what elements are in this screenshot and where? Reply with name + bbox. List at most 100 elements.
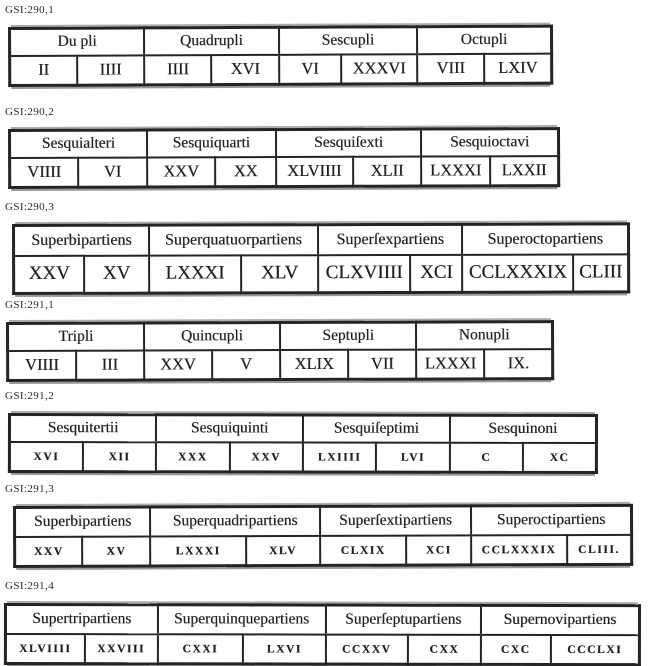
ratio-name-header: Nonupli	[416, 321, 553, 350]
ratio-name-header: Sesquiquinti	[156, 414, 303, 443]
roman-numeral-cell: LXIIII	[302, 442, 377, 473]
ratio-name-header: Supernovipartiens	[480, 605, 640, 636]
ratio-table-block: GSI:291,2 Sesquitertii Sesquiquinti Sesq…	[0, 390, 648, 475]
source-reference-label: GSI:291,3	[5, 483, 55, 495]
roman-numeral-cell: XVI	[211, 54, 279, 85]
ratio-table: Tripli Quincupli Septupli Nonupli VIIII …	[6, 320, 555, 382]
roman-numeral-cell: XXV	[229, 442, 303, 473]
ratio-table-block: GSI:291,4 Supertripartiens Superquinquep…	[0, 580, 648, 666]
ratio-name-header: Sesquialteri	[9, 130, 147, 158]
roman-numeral-cell: LXXXI	[416, 349, 485, 380]
ratio-name-header: Superbipartiens	[13, 225, 149, 256]
roman-numeral-cell: XXX	[156, 442, 230, 472]
ratio-table-block: GSI:290,3 Superbipartiens Superquatuorpa…	[0, 201, 648, 295]
roman-numeral-cell: XX	[215, 157, 276, 187]
ratio-name-header: Sesquiquarti	[146, 129, 276, 158]
roman-numeral-cell: III	[75, 350, 144, 381]
roman-numeral-cell: XXXVI	[341, 54, 418, 85]
ratio-name-header: Quadrupli	[144, 27, 279, 56]
source-reference-label: GSI:290,3	[5, 201, 55, 213]
source-reference-label: GSI:291,1	[5, 299, 55, 311]
ratio-name-header: Supertripartiens	[5, 604, 158, 635]
roman-numeral-cell: XXV	[146, 157, 216, 188]
roman-numeral-cell: XLII	[352, 156, 422, 187]
ratio-name-header: Sesquioctavi	[421, 128, 559, 157]
roman-numeral-cell: CLXIX	[319, 535, 407, 566]
ratio-name-header: Septupli	[280, 322, 417, 351]
roman-numeral-cell: VI	[278, 54, 342, 85]
source-reference-label: GSI:291,4	[5, 580, 55, 592]
roman-numeral-cell: XXV	[33, 545, 64, 558]
roman-numeral-cell: VIII	[417, 53, 485, 84]
roman-numeral-cell: C	[449, 442, 524, 473]
roman-numeral-cell: II	[38, 59, 50, 79]
roman-numeral-cell: CLXVIIII	[317, 254, 411, 293]
ratio-name-header: Superbipartiens	[14, 507, 151, 537]
ratio-table-block: GSI:291,1 Tripli Quincupli Septupli Nonu…	[0, 299, 648, 382]
roman-numeral-cell: XV	[84, 255, 149, 294]
roman-numeral-cell: LXXII	[489, 156, 559, 186]
ratio-name-header: Sesquiſexti	[275, 129, 422, 158]
roman-numeral-cell: CXXI	[157, 634, 244, 664]
source-reference-label: GSI:290,2	[5, 106, 55, 118]
ratio-name-header: Quincupli	[143, 322, 281, 351]
ratio-name-header: Sesquitertii	[9, 414, 157, 443]
ratio-name-header: Sesquiſeptimi	[302, 415, 450, 443]
roman-numeral-cell: XLV	[241, 255, 319, 293]
roman-numeral-cell: VIIII	[24, 354, 59, 374]
roman-numeral-cell: IIII	[76, 55, 145, 86]
ratio-table: Sesquitertii Sesquiquinti Sesquiſeptimi …	[7, 413, 598, 475]
ratio-name-header: Superſextipartiens	[319, 505, 472, 536]
ratio-name-header: Sesquinoni	[449, 415, 597, 444]
roman-numeral-cell: XII	[82, 442, 157, 472]
ratio-table: Supertripartiens Superquinquepartiens Su…	[3, 603, 641, 666]
roman-numeral-cell: CCLXXXIX	[471, 535, 567, 565]
roman-numeral-cell: XV	[82, 536, 151, 567]
roman-numeral-cell: LXXXI	[421, 156, 491, 187]
roman-numeral-cell: XXV	[28, 262, 70, 284]
roman-numeral-cell: V	[211, 350, 281, 380]
roman-numeral-cell: XVI	[33, 451, 60, 464]
ratio-name-header: Octupli	[416, 26, 552, 55]
roman-numeral-cell: CCCLXI	[550, 634, 640, 665]
ratio-name-header: Superquadripartiens	[150, 506, 320, 537]
ratio-table: Du pli Quadrupli Sescupli Octupli II III…	[8, 24, 554, 87]
ratio-name-header: Superquatuorpartiens	[148, 224, 318, 256]
ratio-table-block: GSI:291,3 Superbipartiens Superquadripar…	[0, 483, 648, 568]
source-reference-label: GSI:291,2	[5, 390, 55, 402]
ratio-table-block: GSI:290,1 Du pli Quadrupli Sescupli Octu…	[0, 4, 648, 87]
roman-numeral-cell: CLIII.	[566, 534, 632, 565]
roman-numeral-cell: XCI	[406, 535, 472, 566]
ratio-name-header: Du pli	[9, 27, 145, 56]
ratio-name-header: Superſexpartiens	[317, 224, 463, 256]
source-reference-label: GSI:290,1	[5, 4, 55, 16]
ratio-name-header: Superoctopartiens	[462, 223, 629, 255]
roman-numeral-cell: XLVIIII	[275, 156, 353, 187]
roman-numeral-cell: XLIX	[280, 349, 349, 380]
ratio-name-header: Superſeptupartiens	[325, 605, 481, 635]
ratio-table: Superbipartiens Superquadripartiens Supe…	[13, 503, 634, 568]
roman-numeral-cell: VI	[78, 157, 147, 188]
ratio-table: Superbipartiens Superquatuorpartiens Sup…	[12, 222, 631, 295]
roman-numeral-cell: XC	[523, 442, 597, 473]
roman-numeral-cell: LVI	[376, 442, 450, 473]
roman-numeral-cell: XLVIIII	[19, 643, 72, 656]
roman-numeral-cell: CXC	[480, 634, 551, 665]
ratio-name-header: Tripli	[7, 323, 144, 351]
roman-numeral-cell: VIIII	[27, 161, 62, 181]
roman-numeral-cell: LXIV	[484, 53, 552, 84]
roman-numeral-cell: IIII	[144, 55, 212, 85]
roman-numeral-cell: CXX	[407, 634, 481, 665]
ratio-name-header: Superquinquepartiens	[157, 604, 326, 635]
roman-numeral-cell: LXVI	[243, 634, 326, 665]
roman-numeral-cell: CCXXV	[325, 634, 408, 665]
ratio-name-header: Sescupli	[278, 26, 418, 55]
ratio-table-block: GSI:290,2 Sesquialteri Sesquiquarti Sesq…	[0, 106, 648, 189]
roman-numeral-cell: CLIII	[573, 254, 629, 293]
ratio-name-header: Superoctipartiens	[471, 505, 632, 536]
roman-numeral-cell: XXV	[143, 350, 213, 381]
roman-numeral-cell: VII	[348, 349, 417, 380]
roman-numeral-cell: IX.	[484, 349, 553, 379]
roman-numeral-cell: XXVIII	[84, 634, 158, 664]
roman-numeral-cell: LXXXI	[148, 255, 242, 294]
